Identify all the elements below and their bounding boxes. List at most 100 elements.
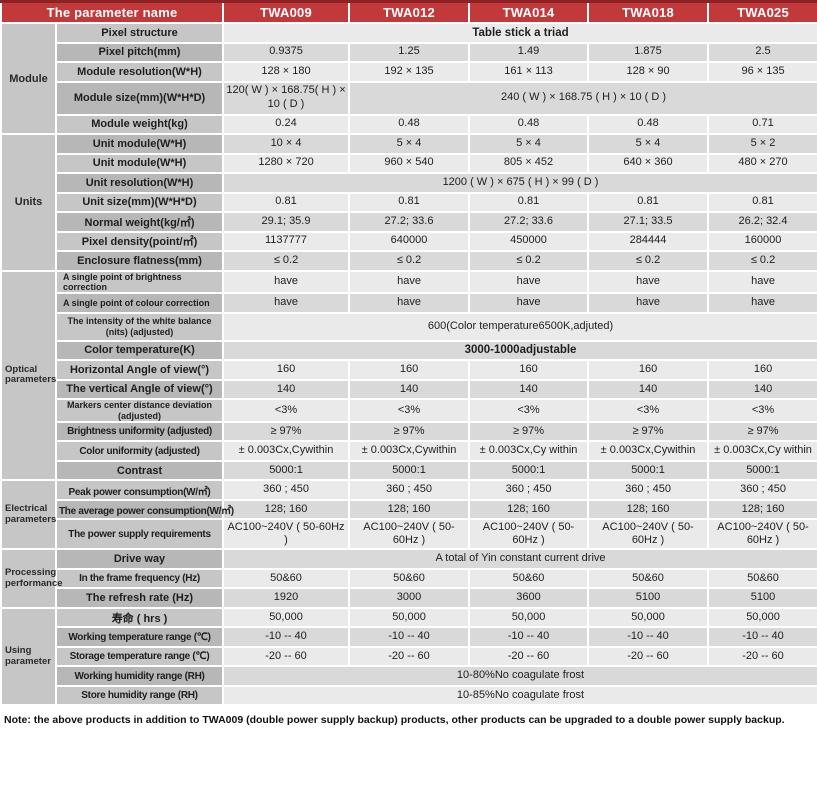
table-row: Optical parameters A single point of brig… <box>0 269 817 482</box>
cell: 26.2; 32.4 <box>707 211 817 233</box>
cell: 27.1; 33.5 <box>587 211 710 233</box>
cell: 3000-1000adjustable <box>222 339 817 362</box>
cell: 161 × 113 <box>468 61 590 83</box>
cell: 50,000 <box>222 606 351 629</box>
cell: 10 × 4 <box>222 133 351 155</box>
cell: ≥ 97% <box>348 420 471 443</box>
cell: have <box>587 292 710 314</box>
cell: 3600 <box>468 587 590 609</box>
cell: 50,000 <box>348 606 471 629</box>
cell: <3% <box>222 398 351 423</box>
cell: 0.81 <box>468 191 590 213</box>
cell: 0.81 <box>222 191 351 213</box>
cell: 805 × 452 <box>468 152 590 174</box>
cell: 140 <box>348 378 471 401</box>
row-label: Module resolution(W*H) <box>54 61 225 83</box>
table-row: Pixel density(point/㎡) 1137777 640000 45000… <box>1 230 817 252</box>
row-label: Working temperature range (℃) <box>54 626 225 648</box>
table-row: Normal weight(kg/㎡) 29.1; 35.9 27.2; 33.6 2… <box>1 211 817 233</box>
cell: 600(Color temperature6500K,adjuted) <box>222 311 817 342</box>
cell: -10 -- 40 <box>587 626 710 648</box>
cell: -20 -- 60 <box>587 645 710 668</box>
table-row: Unit module(W*H) 1280 × 720 960 × 540 805 ×… <box>1 152 817 174</box>
cell: 0.48 <box>468 113 590 135</box>
cell: 0.81 <box>587 191 710 213</box>
cell: 120( W ) × 168.75( H ) × 10 ( D ) <box>222 80 351 116</box>
cell: 1280 × 720 <box>222 152 351 174</box>
cell: 5100 <box>587 587 710 609</box>
cell: AC100~240V ( 50-60Hz ) <box>468 518 590 551</box>
table-row: Horizontal Angle of view(°) 160 160 160 160 1… <box>1 359 817 381</box>
cell: have <box>348 269 471 295</box>
row-label: Store humidity range (RH) <box>54 684 225 707</box>
cell: 240 ( W ) × 168.75 ( H ) × 10 ( D ) <box>348 80 817 116</box>
cell: 50,000 <box>587 606 710 629</box>
row-label: The average power consumption(W/㎡) <box>54 498 234 521</box>
cell: A total of Yin constant current drive <box>222 548 817 570</box>
cell: ≥ 97% <box>587 420 710 443</box>
group-label: Optical parameters <box>0 269 57 482</box>
cell: 128; 160 <box>468 498 590 521</box>
cell: ≤ 0.2 <box>468 250 590 272</box>
row-label: Working humidity range (RH) <box>54 665 225 687</box>
row-label: Unit module(W*H) <box>54 152 225 174</box>
table-row: Contrast 5000:1 5000:1 5000:1 5000:1 5000:1 <box>1 459 817 482</box>
cell: 2.5 <box>707 41 817 63</box>
cell: -20 -- 60 <box>222 645 351 668</box>
cell: 640 × 360 <box>587 152 710 174</box>
cell: 0.24 <box>222 113 351 135</box>
cell: -10 -- 40 <box>222 626 351 648</box>
cell: 29.1; 35.9 <box>222 211 351 233</box>
cell: 5 × 4 <box>348 133 471 155</box>
cell: -20 -- 60 <box>707 645 817 668</box>
group-label: Electrical parameters <box>0 479 57 551</box>
cell: have <box>222 269 351 295</box>
cell: 160 <box>348 359 471 381</box>
table-row: In the frame frequency (Hz) 50&60 50&60 50&… <box>1 567 817 590</box>
cell: -10 -- 40 <box>348 626 471 648</box>
table-row: Module size(mm)(W*H*D) 120( W ) × 168.75(… <box>1 80 817 116</box>
row-label: Unit size(mm)(W*H*D) <box>54 191 225 213</box>
cell: 128; 160 <box>707 498 817 521</box>
table-row: Working humidity range (RH) 10-80%No coag… <box>1 665 817 687</box>
table-row: The refresh rate (Hz) 1920 3000 3600 5100 510… <box>1 587 817 609</box>
table-row: The average power consumption(W/㎡) 128; 1… <box>1 498 817 521</box>
table-row: Processing performance Drive way A total o… <box>0 548 817 609</box>
row-label: Normal weight(kg/㎡) <box>54 211 225 233</box>
table-row: Store humidity range (RH) 10-85%No coagul… <box>1 684 817 707</box>
row-label: Drive way <box>54 548 225 570</box>
cell: 450000 <box>468 230 590 252</box>
spec-table: The parameter name TWA009 TWA012 TWA014 … <box>0 0 817 707</box>
row-label: Contrast <box>54 459 225 482</box>
cell: 360 ; 450 <box>707 479 817 501</box>
row-label: Color uniformity (adjusted) <box>54 440 225 462</box>
cell: ± 0.003Cx,Cywithin <box>222 440 351 462</box>
cell: 10-80%No coagulate frost <box>222 665 817 687</box>
table-row: Color temperature(K) 3000-1000adjustable <box>1 339 817 362</box>
table-row: The intensity of the white balance (nits… <box>1 311 817 342</box>
cell: 5100 <box>707 587 817 609</box>
cell: ≥ 97% <box>468 420 590 443</box>
table-row: Module weight(kg) 0.24 0.48 0.48 0.48 0.71 <box>1 113 817 135</box>
cell: 480 × 270 <box>707 152 817 174</box>
row-label: The intensity of the white balance (nits… <box>54 311 225 342</box>
cell: 160 <box>707 359 817 381</box>
cell: 160 <box>468 359 590 381</box>
table-row: Brightness uniformity (adjusted) ≥ 97% ≥ 9… <box>1 420 817 443</box>
row-label: Unit resolution(W*H) <box>54 172 225 194</box>
page: The parameter name TWA009 TWA012 TWA014 … <box>0 0 817 726</box>
cell: have <box>222 292 351 314</box>
cell: 140 <box>468 378 590 401</box>
cell: have <box>587 269 710 295</box>
cell: 160 <box>222 359 351 381</box>
row-label: The power supply requirements <box>54 518 225 551</box>
group-label: Using parameter <box>0 606 57 707</box>
cell: ± 0.003Cx,Cywithin <box>587 440 710 462</box>
model-header: TWA025 <box>707 0 817 24</box>
cell: <3% <box>348 398 471 423</box>
cell: 5000:1 <box>348 459 471 482</box>
cell: -20 -- 60 <box>348 645 471 668</box>
cell: AC100~240V ( 50-60Hz ) <box>707 518 817 551</box>
table-row: Using parameter 寿命 ( hrs ) 50,000 50,000 50,… <box>0 606 817 707</box>
